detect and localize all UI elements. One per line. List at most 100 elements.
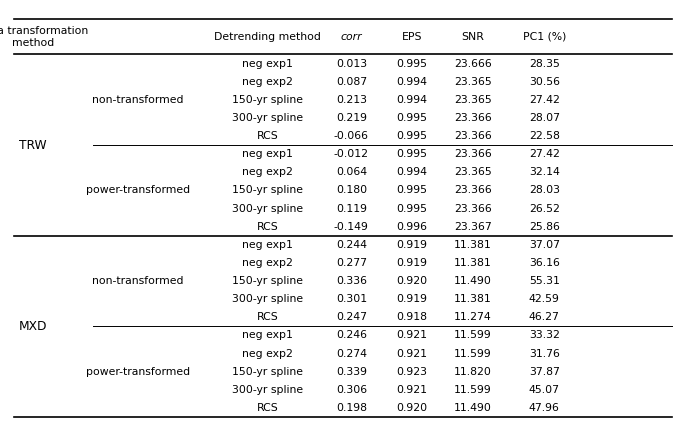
Text: corr: corr	[340, 32, 362, 42]
Text: 0.244: 0.244	[336, 240, 367, 250]
Text: neg exp2: neg exp2	[242, 77, 293, 87]
Text: 46.27: 46.27	[529, 312, 559, 322]
Text: Data transformation
method: Data transformation method	[0, 26, 88, 48]
Text: 23.367: 23.367	[454, 222, 491, 232]
Text: 31.76: 31.76	[529, 348, 559, 359]
Text: neg exp1: neg exp1	[242, 240, 293, 250]
Text: 150-yr spline: 150-yr spline	[232, 185, 303, 196]
Text: 23.366: 23.366	[454, 131, 491, 141]
Text: 0.213: 0.213	[336, 95, 367, 105]
Text: RCS: RCS	[256, 222, 278, 232]
Text: 0.064: 0.064	[336, 167, 367, 177]
Text: 42.59: 42.59	[529, 294, 559, 304]
Text: 23.365: 23.365	[454, 167, 491, 177]
Text: 300-yr spline: 300-yr spline	[232, 385, 303, 395]
Text: 45.07: 45.07	[529, 385, 559, 395]
Text: 0.246: 0.246	[336, 330, 367, 341]
Text: 300-yr spline: 300-yr spline	[232, 294, 303, 304]
Text: 0.919: 0.919	[397, 294, 427, 304]
Text: neg exp2: neg exp2	[242, 167, 293, 177]
Text: non-transformed: non-transformed	[92, 95, 183, 105]
Text: 23.666: 23.666	[454, 58, 491, 69]
Text: 150-yr spline: 150-yr spline	[232, 95, 303, 105]
Text: 33.32: 33.32	[529, 330, 559, 341]
Text: 300-yr spline: 300-yr spline	[232, 203, 303, 214]
Text: neg exp1: neg exp1	[242, 58, 293, 69]
Text: 11.599: 11.599	[454, 348, 491, 359]
Text: 11.599: 11.599	[454, 330, 491, 341]
Text: 0.919: 0.919	[397, 258, 427, 268]
Text: 0.119: 0.119	[336, 203, 367, 214]
Text: neg exp1: neg exp1	[242, 149, 293, 159]
Text: MXD: MXD	[19, 320, 48, 333]
Text: 11.820: 11.820	[454, 367, 491, 377]
Text: RCS: RCS	[256, 312, 278, 322]
Text: 0.301: 0.301	[336, 294, 367, 304]
Text: 30.56: 30.56	[529, 77, 559, 87]
Text: neg exp2: neg exp2	[242, 348, 293, 359]
Text: non-transformed: non-transformed	[92, 276, 183, 286]
Text: Detrending method: Detrending method	[214, 32, 321, 42]
Text: 11.490: 11.490	[454, 276, 491, 286]
Text: power-transformed: power-transformed	[85, 367, 190, 377]
Text: 0.919: 0.919	[397, 240, 427, 250]
Text: 23.365: 23.365	[454, 77, 491, 87]
Text: RCS: RCS	[256, 403, 278, 413]
Text: 37.87: 37.87	[529, 367, 559, 377]
Text: 0.921: 0.921	[397, 330, 427, 341]
Text: 37.07: 37.07	[529, 240, 559, 250]
Text: SNR: SNR	[461, 32, 484, 42]
Text: 23.366: 23.366	[454, 203, 491, 214]
Text: 27.42: 27.42	[529, 149, 559, 159]
Text: 0.013: 0.013	[336, 58, 367, 69]
Text: 150-yr spline: 150-yr spline	[232, 367, 303, 377]
Text: 0.336: 0.336	[336, 276, 367, 286]
Text: 23.366: 23.366	[454, 149, 491, 159]
Text: 0.995: 0.995	[397, 58, 427, 69]
Text: 0.994: 0.994	[397, 95, 427, 105]
Text: 300-yr spline: 300-yr spline	[232, 113, 303, 123]
Text: 0.339: 0.339	[336, 367, 367, 377]
Text: neg exp1: neg exp1	[242, 330, 293, 341]
Text: 0.920: 0.920	[396, 276, 428, 286]
Text: 55.31: 55.31	[529, 276, 559, 286]
Text: 150-yr spline: 150-yr spline	[232, 276, 303, 286]
Text: 22.58: 22.58	[529, 131, 559, 141]
Text: 23.366: 23.366	[454, 185, 491, 196]
Text: 0.994: 0.994	[397, 77, 427, 87]
Text: 0.277: 0.277	[336, 258, 367, 268]
Text: 0.087: 0.087	[336, 77, 367, 87]
Text: 0.180: 0.180	[336, 185, 367, 196]
Text: 0.921: 0.921	[397, 348, 427, 359]
Text: 25.86: 25.86	[529, 222, 559, 232]
Text: -0.012: -0.012	[334, 149, 369, 159]
Text: 28.03: 28.03	[529, 185, 559, 196]
Text: 0.918: 0.918	[397, 312, 427, 322]
Text: 11.490: 11.490	[454, 403, 491, 413]
Text: 0.995: 0.995	[397, 131, 427, 141]
Text: 0.219: 0.219	[336, 113, 367, 123]
Text: 0.995: 0.995	[397, 185, 427, 196]
Text: 11.381: 11.381	[454, 294, 491, 304]
Text: 36.16: 36.16	[529, 258, 559, 268]
Text: -0.149: -0.149	[334, 222, 369, 232]
Text: 11.274: 11.274	[454, 312, 491, 322]
Text: 0.994: 0.994	[397, 167, 427, 177]
Text: 0.995: 0.995	[397, 149, 427, 159]
Text: EPS: EPS	[402, 32, 422, 42]
Text: 0.923: 0.923	[397, 367, 427, 377]
Text: RCS: RCS	[256, 131, 278, 141]
Text: 0.274: 0.274	[336, 348, 367, 359]
Text: 32.14: 32.14	[529, 167, 559, 177]
Text: 11.381: 11.381	[454, 258, 491, 268]
Text: 0.198: 0.198	[336, 403, 367, 413]
Text: 27.42: 27.42	[529, 95, 559, 105]
Text: -0.066: -0.066	[334, 131, 369, 141]
Text: 0.995: 0.995	[397, 203, 427, 214]
Text: 28.07: 28.07	[529, 113, 559, 123]
Text: TRW: TRW	[19, 139, 47, 151]
Text: 23.366: 23.366	[454, 113, 491, 123]
Text: power-transformed: power-transformed	[85, 185, 190, 196]
Text: 28.35: 28.35	[529, 58, 559, 69]
Text: 11.599: 11.599	[454, 385, 491, 395]
